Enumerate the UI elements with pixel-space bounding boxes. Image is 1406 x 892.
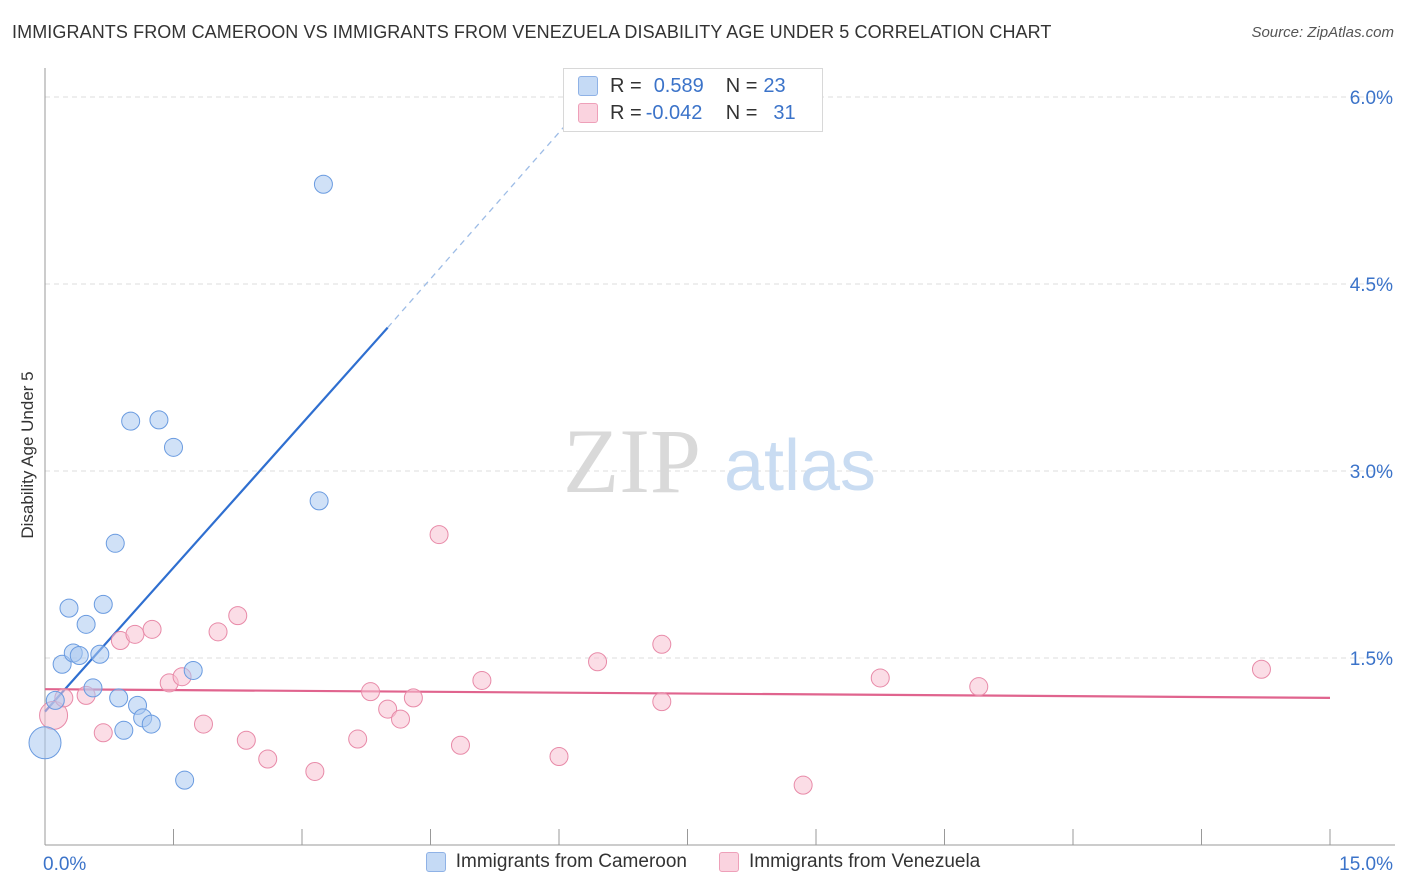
data-point-venezuela [1251,659,1271,679]
data-point-venezuela [472,670,492,690]
y-tick-label: 1.5% [1350,649,1393,670]
data-point-cameroon [164,437,183,457]
legend-r-value: -0.042 [645,101,703,124]
data-point-venezuela [361,682,381,702]
data-point-cameroon [76,614,96,634]
x-tick-label: 15.0% [1339,854,1393,875]
data-point-cameroon [105,533,125,553]
data-point-cameroon [109,688,129,708]
data-point-venezuela [208,622,228,642]
data-point-cameroon [114,720,134,740]
stats-legend: R = 0.589 N = 23 R = -0.042 N = 31 [563,68,823,132]
legend-r-label: R = [610,74,642,97]
legend-swatch-blue [425,852,446,872]
data-point-cameroon [141,714,161,734]
data-point-cameroon [45,690,65,710]
data-point-venezuela [258,749,278,769]
legend-swatch-pink [718,852,739,872]
legend-label-venezuela: Immigrants from Venezuela [748,851,981,872]
watermark-zip: ZIP [563,410,701,512]
legend-item-cameroon[interactable]: Immigrants from Cameroon [425,851,687,873]
data-point-cameroon [59,598,79,618]
legend-n-value: 23 [763,74,786,97]
data-point-venezuela [652,634,672,654]
y-tick-label: 6.0% [1350,88,1393,109]
data-point-venezuela [549,746,569,766]
trend-line-cameroon-extension [387,102,586,329]
data-point-venezuela [228,606,248,626]
data-point-cameroon [183,660,203,680]
axes [44,68,1395,846]
data-point-venezuela [403,688,423,708]
legend-row-venezuela: R = -0.042 N = 31 [578,100,796,126]
data-point-cameroon [309,491,329,511]
data-points [28,174,1271,795]
data-point-cameroon [121,411,141,431]
y-axis-label: Disability Age Under 5 [18,371,37,539]
data-point-venezuela [305,761,325,781]
data-point-venezuela [193,714,213,734]
data-point-venezuela [652,692,672,712]
data-point-venezuela [588,652,608,672]
data-point-cameroon [313,174,333,194]
data-point-venezuela [93,723,113,743]
data-point-cameroon [149,410,169,430]
legend-swatch-blue [578,76,598,96]
legend-n-label: N = [725,101,758,124]
legend-n-value: 31 [773,101,796,124]
legend-row-cameroon: R = 0.589 N = 23 [578,73,786,99]
data-point-venezuela [348,729,368,749]
data-point-venezuela [378,699,398,719]
data-point-venezuela [391,709,411,729]
legend-r-value: 0.589 [653,74,704,97]
data-point-cameroon [69,646,89,666]
y-tick-label: 4.5% [1350,275,1393,296]
data-point-cameroon [175,770,195,790]
trend-line-venezuela [44,688,1331,699]
data-point-cameroon [90,644,110,664]
data-point-venezuela [236,730,256,750]
series-legend: Immigrants from Cameroon Immigrants from… [0,851,1406,873]
data-point-venezuela [429,525,449,545]
legend-item-venezuela[interactable]: Immigrants from Venezuela [718,851,981,873]
legend-label-cameroon: Immigrants from Cameroon [455,851,687,872]
legend-n-label: N = [725,74,758,97]
data-point-cameroon [28,726,62,760]
legend-swatch-pink [578,103,598,123]
source-label: Source: ZipAtlas.com [1251,24,1394,41]
tick-labels: 1.5% 3.0% 4.5% 6.0% 0.0% 15.0% [43,88,1393,875]
x-tick-label: 0.0% [43,854,86,875]
chart-title: IMMIGRANTS FROM CAMEROON VS IMMIGRANTS F… [12,22,1052,42]
data-point-venezuela [142,619,162,639]
legend-r-label: R = [610,101,642,124]
data-point-venezuela [450,735,470,755]
watermark-atlas: atlas [724,426,876,506]
gridlines [45,96,1395,659]
data-point-cameroon [93,594,113,614]
data-point-venezuela [125,624,145,644]
y-tick-label: 3.0% [1350,462,1393,483]
data-point-venezuela [870,668,890,688]
data-point-cameroon [83,678,103,698]
data-point-venezuela [793,775,813,795]
data-point-venezuela [969,677,989,697]
